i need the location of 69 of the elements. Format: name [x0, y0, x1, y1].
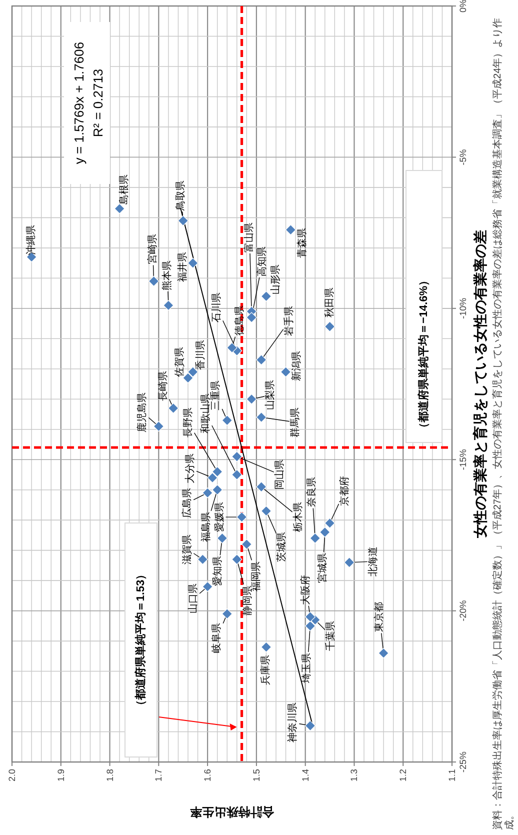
- annotation: 東京都: [373, 602, 386, 632]
- annotation: 広島県: [181, 488, 194, 518]
- x-tick-label: 1.4: [300, 769, 310, 782]
- annotation: 香川県: [194, 340, 206, 370]
- annotation: 福井県: [176, 252, 188, 282]
- annotation: 鳥取県: [174, 180, 187, 212]
- ref-line-label: （都道府県単純平均＝−14.6%）: [417, 274, 430, 434]
- y-tick-label: 0%: [458, 0, 468, 13]
- y-tick-label: -10%: [458, 298, 468, 319]
- y-tick-label: -25%: [458, 751, 468, 773]
- x-tick-label: 1.8: [104, 769, 115, 782]
- annotation: 愛媛県: [213, 502, 226, 532]
- x-tick-label: 1.1: [447, 769, 457, 782]
- annotation: 青森県: [296, 228, 308, 258]
- annotation: 愛知県: [212, 556, 224, 586]
- y-tick-label: -20%: [458, 600, 468, 622]
- x-tick-label: 2.0: [7, 769, 17, 782]
- annotation: 宮崎県: [146, 234, 158, 264]
- annotation: 福岡県: [250, 561, 262, 592]
- y-tick-label: -15%: [458, 449, 468, 470]
- annotation: 岐阜県: [210, 622, 223, 653]
- annotation: 高知県: [256, 246, 268, 276]
- annotation: 三重県: [210, 380, 222, 410]
- annotation: 岩手県: [282, 306, 295, 336]
- annotation: 神奈川県: [286, 702, 299, 743]
- annotation: 沖縄県: [25, 224, 38, 255]
- annotation: 新潟県: [290, 350, 302, 381]
- y-tick-label: -5%: [458, 149, 468, 166]
- annotation: 岡山県: [273, 460, 286, 490]
- annotation: 徳島県: [234, 306, 246, 336]
- annotation: 大阪府: [300, 574, 312, 605]
- annotation: 大分県: [184, 454, 196, 484]
- annotation: 福島県: [200, 512, 212, 542]
- annotation: 栃木県: [292, 502, 304, 532]
- annotation: 千葉県: [324, 620, 337, 651]
- annotation: 兵庫県: [260, 655, 272, 686]
- annotation: 茨城県: [276, 532, 288, 562]
- annotation: 群馬県: [288, 407, 301, 438]
- annotation: y = 1.5769x + 1.7606: [72, 42, 86, 164]
- annotation: 長野県: [182, 408, 194, 438]
- annotation: R² = 0.2713: [90, 68, 106, 138]
- x-tick-label: 1.3: [349, 769, 360, 782]
- annotation: 京都府: [338, 476, 350, 506]
- x-axis-title: 合計特殊出生率: [190, 805, 275, 819]
- annotation: 山口県: [187, 584, 200, 614]
- x-tick-label: 1.5: [251, 769, 262, 782]
- annotation: 埼玉県: [300, 652, 313, 684]
- x-tick-label: 1.7: [154, 769, 164, 782]
- annotation: 島根県: [118, 174, 130, 205]
- annotation: 滋賀県: [181, 534, 194, 564]
- x-tick-label: 1.6: [202, 769, 213, 782]
- annotation: 和歌山県: [199, 394, 212, 434]
- annotation: 秋田県: [323, 288, 336, 318]
- annotation: 山梨県: [264, 380, 276, 410]
- annotation: 奈良県: [306, 477, 318, 508]
- annotation: 鹿児島県: [136, 392, 148, 432]
- annotation: 佐賀県: [174, 346, 186, 377]
- annotation: 石川県: [210, 292, 222, 323]
- y-axis-title: 女性の有業率と育児をしている女性の有業率の差: [472, 230, 488, 539]
- x-tick-label: 1.9: [56, 769, 66, 782]
- annotation: 北海道: [366, 546, 379, 576]
- annotation: 熊本県: [160, 260, 173, 290]
- annotation: 富山県: [243, 222, 256, 252]
- annotation: 宮城県: [316, 553, 328, 584]
- x-tick-label: 1.2: [398, 769, 408, 782]
- annotation: 山形県: [270, 264, 282, 294]
- text: 資料：合計特殊出生率は厚生労働省「人口動態統計（確定数）」（平成27年）、女性の有業率と育児をしている女性の有業率の差は総務省「就業構造基本調査」（平成24年）より作成。: [492, 18, 516, 830]
- ref-line-label: （都道府県単純平均＝1.53）: [134, 568, 147, 712]
- annotation: 長崎県: [156, 371, 169, 402]
